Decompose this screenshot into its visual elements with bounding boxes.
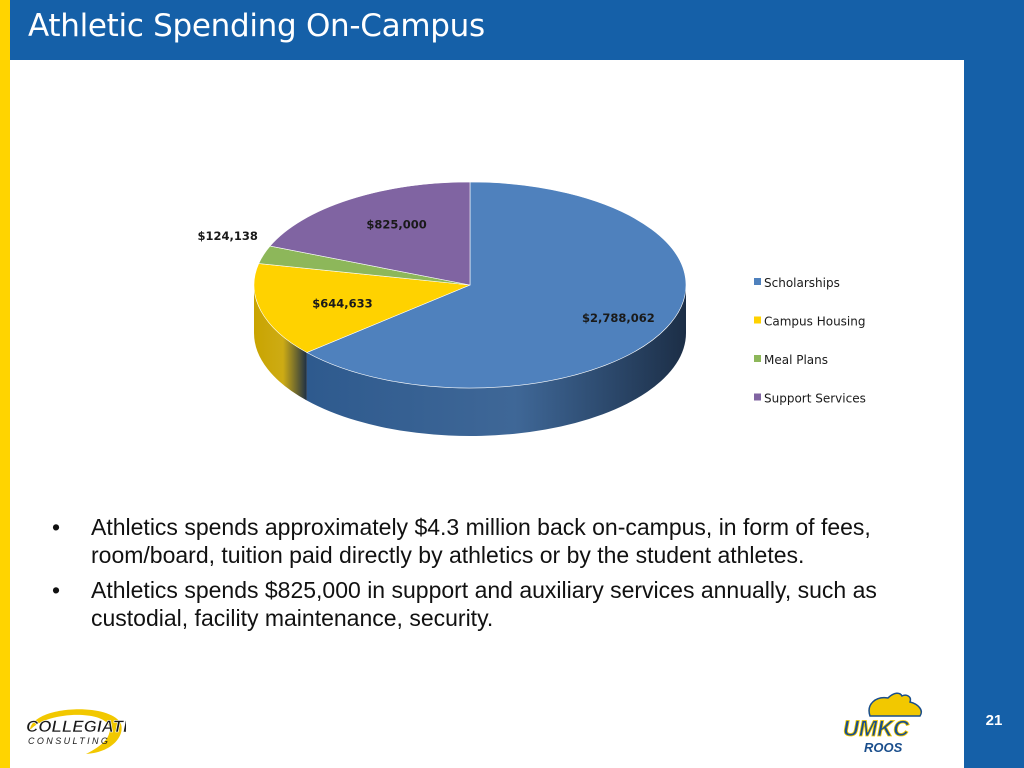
pie-slice-scholarships: [306, 181, 687, 389]
data-label-campus-housing: $644,633: [312, 296, 372, 310]
legend-swatch-meal-plans: [754, 355, 761, 362]
chart-legend: Scholarships Campus Housing Meal Plans Supp…: [754, 276, 866, 406]
left-accent-bar: [0, 0, 10, 768]
bullet-text: Athletics spends $825,000 in support and…: [91, 577, 877, 631]
legend-swatch-support-services: [754, 393, 761, 401]
legend-swatch-scholarships: [754, 278, 761, 285]
pie-side-scholarships: [306, 285, 686, 436]
right-accent-bar: [964, 0, 1024, 768]
page-number: 21: [985, 712, 1003, 729]
logo-line2: CONSULTING: [28, 736, 110, 746]
kangaroo-icon: [868, 692, 922, 717]
legend-label-campus-housing: Campus Housing: [764, 315, 866, 329]
umkc-roos-logo: UMKC ROOS: [843, 692, 922, 755]
bullet-list: • Athletics spends approximately $4.3 mil…: [52, 513, 947, 639]
pie-tops: [253, 181, 687, 389]
legend-label-scholarships: Scholarships: [764, 276, 840, 290]
pie-labels: $2,788,062 $644,633 $124,138 $825,000: [197, 217, 654, 324]
bullet-item: • Athletics spends $825,000 in support an…: [52, 576, 947, 632]
pie-slice-support-services: [269, 181, 471, 286]
legend-label-support-services: Support Services: [764, 392, 866, 406]
pie-sides: [254, 285, 686, 436]
collegiate-consulting-logo: COLLEGIATE CONSULTING: [26, 709, 126, 754]
header-bar: Athletic Spending On-Campus: [10, 0, 964, 60]
logo-line2: ROOS: [864, 740, 903, 755]
bullet-dot: •: [52, 514, 61, 540]
bullet-dot: •: [52, 577, 61, 603]
legend-label-meal-plans: Meal Plans: [764, 353, 828, 367]
logo-line1: UMKC: [843, 716, 910, 741]
data-label-support-services: $825,000: [366, 217, 426, 231]
data-label-meal-plans: $124,138: [197, 229, 257, 243]
logo-line1: COLLEGIATE: [26, 717, 126, 736]
data-label-scholarships: $2,788,062: [582, 311, 655, 325]
bullet-text: Athletics spends approximately $4.3 mill…: [91, 514, 871, 568]
bullet-item: • Athletics spends approximately $4.3 mil…: [52, 513, 947, 569]
pie-side-campus-housing: [254, 285, 307, 401]
pie-slice-campus-housing: [253, 263, 471, 353]
slide-title: Athletic Spending On-Campus: [28, 8, 485, 44]
legend-swatch-campus-housing: [754, 316, 761, 324]
